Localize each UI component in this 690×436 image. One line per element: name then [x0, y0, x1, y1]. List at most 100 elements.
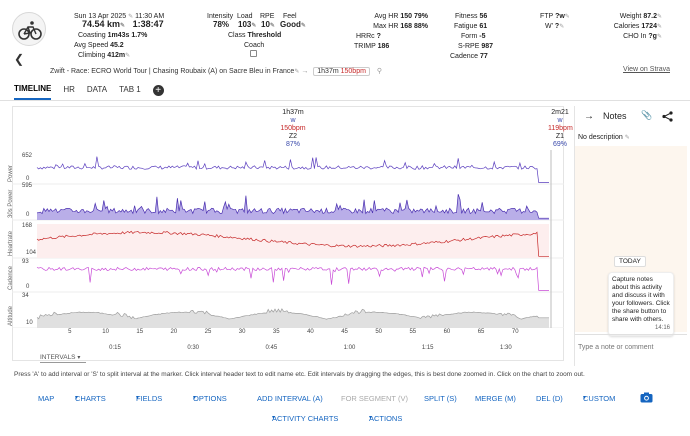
calories[interactable]: Calories 1724✎ — [598, 22, 662, 32]
edit-icon[interactable]: ✎ — [269, 23, 275, 29]
split-button[interactable]: SPLIT (S) — [424, 394, 457, 403]
feel-value[interactable]: Good✎ — [280, 20, 306, 31]
help-text: Press 'A' to add interval or 'S' to spli… — [14, 371, 585, 378]
hr-lane-fill — [37, 224, 549, 258]
hrrc-value: ? — [376, 33, 381, 40]
edit-icon[interactable]: ✎ — [656, 24, 662, 30]
arrow-right-icon[interactable]: → — [584, 111, 594, 122]
add-interval-button[interactable]: ADD INTERVAL (A) — [257, 394, 323, 403]
calories-label: Calories — [613, 23, 640, 30]
distance-tick: 20 — [170, 329, 178, 335]
timeline-chart[interactable] — [12, 106, 564, 361]
map-button[interactable]: MAP — [38, 394, 55, 403]
chevron-down-icon: ▾ — [136, 395, 140, 401]
tab-timeline[interactable]: TIMELINE — [14, 84, 52, 100]
lane-trace-2 — [36, 230, 549, 257]
tab-data[interactable]: DATA — [86, 85, 108, 94]
cho-value: ?g — [648, 33, 657, 40]
cho-in[interactable]: CHO In ?g✎ — [598, 32, 662, 42]
interval-header-2[interactable]: 2m21 w 119bpm Z1 69% — [548, 109, 573, 149]
camera-glyph — [640, 392, 653, 403]
lane-label-altitude: Altitude — [8, 305, 14, 326]
share-icon[interactable] — [662, 109, 673, 127]
edit-icon[interactable]: ✎ — [624, 135, 630, 141]
merge-button[interactable]: MERGE (M) — [475, 394, 516, 403]
notes-bubble-text: Capture notes about this activity and di… — [612, 276, 670, 323]
timeline-lanes[interactable] — [12, 150, 564, 328]
edit-icon[interactable]: ✎ — [294, 69, 300, 75]
cadence-label: Cadence — [450, 53, 479, 60]
interval-header-1[interactable]: 1h37m w 150bpm Z2 87% — [268, 109, 318, 149]
avg-hr-pct: 79% — [413, 13, 428, 20]
weight[interactable]: Weight 87.2✎ — [598, 12, 662, 22]
edit-icon[interactable]: ✎ — [120, 23, 126, 29]
load-value: 103✎ — [238, 20, 256, 31]
calories-value: 1724 — [641, 23, 657, 30]
cho-label: CHO In — [623, 33, 647, 40]
time-tick: 0:30 — [187, 345, 200, 351]
no-description-text: No description — [578, 134, 623, 141]
distance-tick: 30 — [238, 329, 246, 335]
distance-tick: 60 — [443, 329, 451, 335]
time-tick: 1:00 — [343, 345, 356, 351]
lane-max-label: 168 — [22, 223, 33, 229]
w-prime-label: W' — [545, 23, 553, 30]
avatar[interactable] — [12, 12, 46, 46]
lane-min-label: 104 — [26, 250, 37, 256]
edit-icon[interactable]: ✎ — [251, 23, 257, 29]
weight-label: Weight — [619, 13, 642, 20]
toolbar-row-1: MAP CHARTS ▾ FIELDS ▾ OPTIONS ▾ ADD INTE… — [0, 392, 690, 405]
interval-summary[interactable]: 1h37m 150bpm — [313, 67, 370, 76]
fitness: Fitness 56 — [455, 12, 487, 21]
no-description[interactable]: No description ✎ — [578, 134, 630, 141]
ftp[interactable]: FTP ?w✎ — [540, 12, 570, 22]
paperclip-icon[interactable]: 📎 — [641, 110, 653, 120]
edit-icon[interactable]: ✎ — [656, 34, 662, 40]
coach-checkbox[interactable] — [250, 50, 257, 57]
edit-icon[interactable]: ✎ — [564, 14, 570, 20]
search-icon[interactable]: ⚲ — [376, 68, 383, 75]
edit-icon[interactable]: ✎ — [125, 53, 131, 59]
camera-icon[interactable] — [640, 392, 653, 405]
tab-hr[interactable]: HR — [63, 85, 75, 94]
add-tab-icon[interactable]: + — [152, 84, 164, 96]
lane-trace-0 — [36, 156, 549, 183]
intervals-dropdown[interactable]: INTERVALS ▾ — [40, 354, 86, 363]
rpe-label: RPE — [260, 13, 275, 20]
delete-button[interactable]: DEL (D) — [536, 394, 563, 403]
distance: 74.54 km — [82, 19, 121, 29]
tab-1[interactable]: TAB 1 — [119, 85, 141, 94]
edit-icon[interactable]: ✎ — [300, 23, 306, 29]
rpe-value[interactable]: 10✎ — [261, 20, 275, 31]
charts-button-label: CHARTS — [75, 394, 106, 403]
chevron-down-icon: ▾ — [75, 395, 79, 401]
lane-min-label: 0 — [26, 284, 30, 290]
distance-tick: 70 — [511, 329, 519, 335]
interval-pct: 87% — [285, 141, 300, 148]
share-glyph — [662, 111, 673, 122]
activity-title[interactable]: Zwift - Race: ECRO World Tour | Chasing … — [50, 68, 295, 75]
distance-tick: 10 — [102, 329, 109, 335]
edit-icon[interactable]: ✎ — [559, 24, 565, 30]
avg-hr-value: 150 — [400, 13, 413, 20]
time-tick: 1:15 — [421, 345, 434, 351]
lane-max-label: 34 — [22, 293, 29, 299]
time-tick: 1:30 — [500, 345, 512, 351]
srpe-label: S-RPE — [458, 43, 480, 50]
note-input[interactable] — [578, 340, 684, 354]
class-field[interactable]: Class Threshold — [228, 31, 281, 40]
for-segment-button[interactable]: FOR SEGMENT (V) — [341, 394, 408, 403]
chevron-down-icon: ▾ — [369, 415, 373, 421]
fitness-label: Fitness — [455, 13, 478, 20]
strava-link[interactable]: View on Strava — [623, 66, 670, 73]
distance-tick: 5 — [68, 329, 72, 335]
distance-tick: 50 — [375, 329, 383, 335]
edit-icon[interactable]: ✎ — [128, 14, 134, 20]
time-tick: 0:15 — [109, 345, 121, 351]
srpe: S-RPE 987 — [458, 42, 493, 51]
edit-icon[interactable]: ✎ — [656, 14, 662, 20]
trimp: TRIMP 186 — [354, 42, 389, 51]
w-prime[interactable]: W' ?✎ — [545, 22, 564, 32]
back-arrow-icon[interactable]: ❮ — [14, 52, 25, 66]
